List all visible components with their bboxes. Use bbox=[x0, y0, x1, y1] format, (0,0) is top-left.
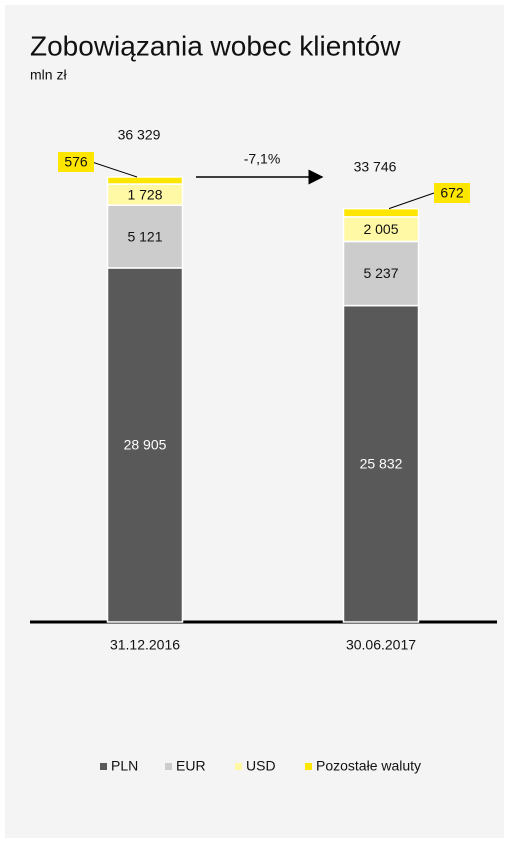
value-label: 25 832 bbox=[360, 455, 403, 471]
panel bbox=[5, 5, 504, 838]
value-label: 2 005 bbox=[363, 221, 398, 237]
legend-label: PLN bbox=[111, 758, 138, 774]
legend-swatch bbox=[305, 763, 312, 770]
legend-swatch bbox=[235, 763, 242, 770]
value-label: 5 121 bbox=[127, 228, 162, 244]
label-box bbox=[434, 183, 470, 203]
label-box bbox=[58, 152, 94, 172]
value-label: 1 728 bbox=[127, 186, 162, 202]
legend-swatch bbox=[100, 763, 107, 770]
change-annotation: -7,1% bbox=[244, 151, 281, 167]
legend-label: EUR bbox=[176, 758, 206, 774]
legend-label: Pozostałe waluty bbox=[316, 758, 421, 774]
chart-subtitle: mln zł bbox=[30, 67, 67, 83]
bar-segment bbox=[106, 176, 184, 185]
value-label: 5 237 bbox=[363, 265, 398, 281]
x-tick-label: 30.06.2017 bbox=[346, 637, 416, 653]
value-label: 28 905 bbox=[124, 437, 167, 453]
total-label: 33 746 bbox=[354, 158, 397, 174]
value-label: 576 bbox=[64, 154, 88, 170]
chart-title: Zobowiązania wobec klientów bbox=[30, 30, 401, 61]
legend-label: USD bbox=[246, 758, 276, 774]
total-label: 36 329 bbox=[118, 127, 161, 143]
bar-segment bbox=[342, 207, 420, 218]
x-tick-label: 31.12.2016 bbox=[110, 637, 180, 653]
bar-segment bbox=[106, 267, 184, 623]
value-label: 672 bbox=[440, 185, 464, 201]
leader-line bbox=[91, 161, 138, 178]
leader-line bbox=[388, 192, 435, 210]
legend-swatch bbox=[165, 763, 172, 770]
